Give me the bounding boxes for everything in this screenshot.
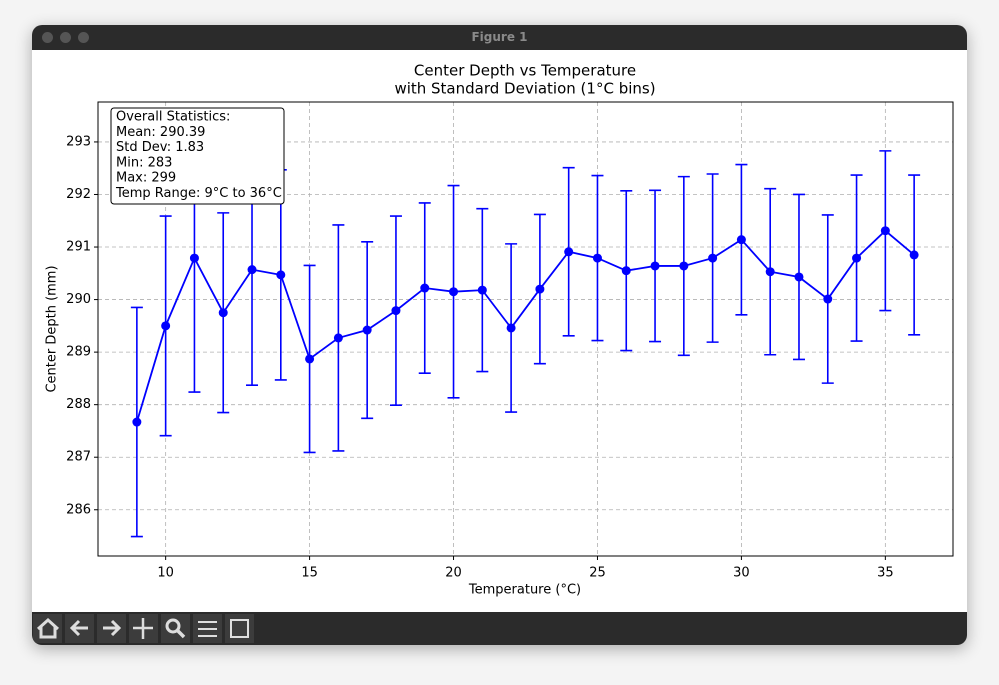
y-tick-label: 290 <box>66 292 91 307</box>
chart-title: Center Depth vs Temperature <box>414 62 636 80</box>
line <box>136 229 915 423</box>
point <box>765 267 775 277</box>
point <box>449 287 459 297</box>
x-tick-label: 20 <box>445 566 462 581</box>
point <box>132 417 142 427</box>
point <box>247 265 257 275</box>
plot-frame <box>97 101 954 557</box>
point <box>564 247 574 257</box>
stats-line: Temp Range: 9°C to 36°C <box>115 186 282 201</box>
point <box>333 333 343 343</box>
forward-icon <box>103 619 122 637</box>
stats-line: Max: 299 <box>116 171 176 186</box>
point <box>650 261 660 271</box>
point <box>880 226 890 236</box>
point <box>420 283 430 293</box>
y-tick-label: 287 <box>66 450 91 465</box>
stats-box <box>110 107 285 205</box>
point <box>909 250 919 260</box>
point <box>852 253 862 263</box>
stats-line: Overall Statistics: <box>116 110 230 125</box>
x-tick-label: 25 <box>589 566 606 581</box>
save-icon <box>230 619 249 638</box>
pan-icon <box>133 618 153 639</box>
save-button[interactable] <box>225 614 254 643</box>
point <box>391 306 401 316</box>
stats-line: Std Dev: 1.83 <box>116 140 204 155</box>
y-tick-label: 291 <box>66 240 91 255</box>
window-title: Figure 1 <box>471 30 528 44</box>
toolbar-icons <box>33 614 254 643</box>
zoom-tool-button[interactable] <box>161 614 190 643</box>
y-axis-label: Center Depth (mm) <box>45 265 60 392</box>
zoom-icon <box>165 618 181 634</box>
point <box>477 285 487 295</box>
point <box>218 308 228 318</box>
x-tick-label: 30 <box>733 566 750 581</box>
home-icon <box>36 617 60 639</box>
point <box>794 272 804 282</box>
back-icon <box>69 619 88 637</box>
window: Figure 1 <box>32 25 967 645</box>
y-tick-label: 286 <box>66 502 91 517</box>
point <box>362 325 372 335</box>
point <box>592 253 602 263</box>
y-tick-label: 289 <box>66 345 91 360</box>
configure-icon <box>198 621 217 637</box>
point <box>621 266 631 276</box>
x-tick-label: 10 <box>157 566 174 581</box>
y-tick-label: 288 <box>66 397 91 412</box>
y-tick-label: 292 <box>66 187 91 202</box>
zoom-button[interactable] <box>78 32 89 43</box>
toolbar <box>32 612 967 645</box>
x-tick-label: 15 <box>301 566 318 581</box>
point <box>736 235 746 245</box>
point <box>276 270 286 280</box>
point <box>506 323 516 333</box>
y-tick-label: 293 <box>66 134 91 149</box>
point <box>305 354 315 364</box>
x-tick-label: 35 <box>877 566 894 581</box>
point <box>161 321 171 331</box>
point <box>679 261 689 271</box>
minimize-button[interactable] <box>60 32 71 43</box>
point <box>189 253 199 263</box>
stats-line: Min: 283 <box>116 155 172 170</box>
point <box>708 253 718 263</box>
point <box>535 284 545 294</box>
chart-subtitle: with Standard Deviation (1°C bins) <box>394 80 655 98</box>
title-bar: Figure 1 <box>32 25 967 50</box>
point <box>823 294 833 304</box>
close-button[interactable] <box>42 32 53 43</box>
stats-line: Mean: 290.39 <box>116 125 205 140</box>
x-axis-label: Temperature (°C) <box>468 583 581 598</box>
